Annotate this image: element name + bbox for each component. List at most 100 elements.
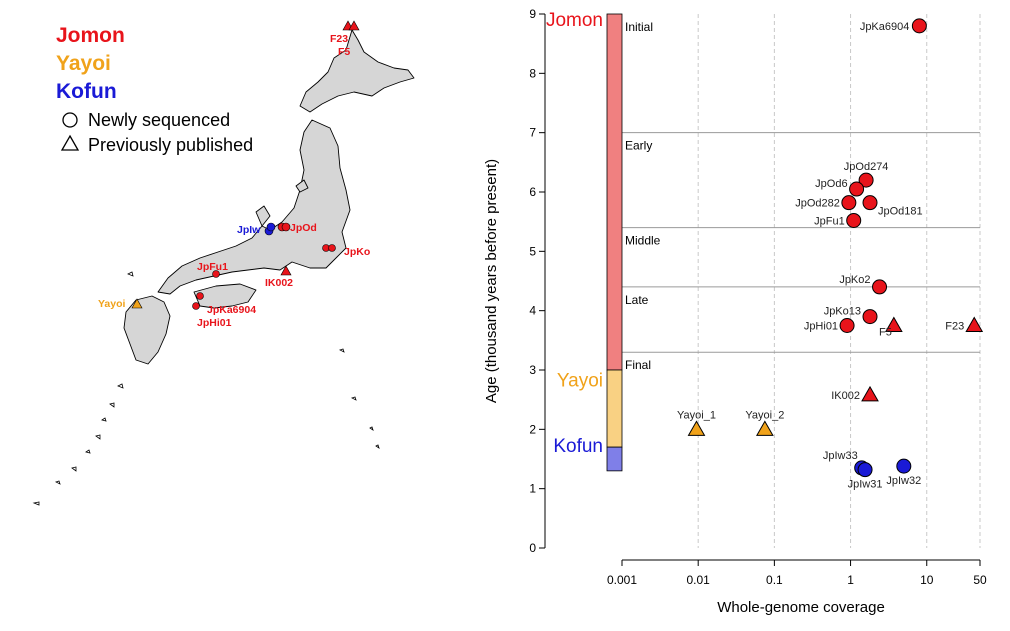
point-label-jpiw33: JpIw33 [823,450,858,462]
point-label-f23: F23 [945,321,964,333]
x-tick-label-0.001: 0.001 [607,573,637,587]
point-yayoi_2 [755,420,774,436]
point-jpka6904 [911,18,927,34]
island-12 [375,444,380,449]
chart-panel: Initial Early Middle Late Final Jomon Yayoi Ko… [483,7,987,616]
island-2 [117,383,124,389]
island-7 [71,466,77,472]
island-4 [101,417,107,422]
period-bar-jomon [606,13,623,371]
subperiod-label-initial: Initial [625,20,653,34]
legend-triangle-icon [60,134,80,151]
point-label-jpfu1: JpFu1 [814,215,845,227]
legend-previously-published: Previously published [88,135,253,155]
vertical-gridlines [697,14,981,548]
x-tick-label-10: 10 [920,573,934,587]
point-label-jpod6: JpOd6 [815,178,847,190]
y-tick-label-4: 4 [529,304,536,318]
x-axis-title: Whole-genome coverage [717,599,885,616]
island-8 [54,480,61,485]
y-axis: 0 1 2 3 4 5 6 7 8 9 [529,7,546,555]
point-label-jpka6904: JpKa6904 [860,21,910,33]
y-tick-label-5: 5 [529,244,536,258]
period-name-jomon: Jomon [546,10,603,31]
island-13 [338,348,345,353]
x-tick-label-0.1: 0.1 [766,573,783,587]
map-label-jpiw: JpIw [237,224,261,236]
map-label-f5: F5 [338,46,350,58]
legend-yayoi: Yayoi [56,52,111,75]
map-label-jpka6904: JpKa6904 [207,304,256,316]
island-11 [369,426,374,431]
japan-map [123,29,415,365]
period-bar-yayoi [606,369,623,448]
point-label-jpod274: JpOd274 [844,161,889,173]
point-jpko2 [872,279,888,295]
x-tick-label-0.01: 0.01 [687,573,711,587]
point-jpfu1 [846,212,862,228]
y-tick-label-1: 1 [529,482,536,496]
island-5 [95,434,101,440]
period-bar: Jomon Yayoi Kofun [546,10,623,472]
island-3 [109,402,115,408]
marker-jpka6904 [196,292,204,300]
map-label-jpko: JpKo [344,246,370,258]
y-tick-label-9: 9 [529,7,536,21]
legend-jomon: Jomon [56,24,125,47]
legend-kofun: Kofun [56,80,117,103]
hokkaido-island [299,29,415,113]
point-label-jpiw32: JpIw32 [886,475,921,487]
point-label-f5: F5 [879,327,892,339]
point-label-yayoi_2: Yayoi_2 [745,409,784,421]
point-ik002 [861,385,879,402]
map-label-ik002: IK002 [265,277,293,289]
y-tick-label-6: 6 [529,185,536,199]
legend-circle-icon [62,112,78,128]
point-label-jpod282: JpOd282 [795,198,840,210]
period-bar-kofun [606,446,623,472]
map-label-jphi01: JpHi01 [197,317,232,329]
subperiod-label-middle: Middle [625,234,661,248]
honshu-island [157,119,351,295]
marker-jpod-2 [281,222,291,232]
island-6 [85,449,91,454]
point-yayoi_1 [687,420,706,436]
point-jpiw31 [857,462,873,478]
point-label-jphi01: JpHi01 [804,321,838,333]
map-markers [131,20,360,310]
x-axis: 0.001 0.01 0.1 1 10 50 [607,559,987,587]
point-f5 [884,316,903,332]
subperiod-label-early: Early [625,139,652,153]
kyushu-island [123,295,171,365]
point-labels: JpKa6904 JpOd274 JpOd6 JpOd282 JpOd181 JpFu1 J… [677,21,964,491]
point-label-jpiw31: JpIw31 [848,479,883,491]
point-label-jpko13: JpKo13 [824,306,861,318]
map-label-jpod: JpOd [290,222,317,234]
marker-yayoi [131,298,143,309]
legend-newly-sequenced: Newly sequenced [88,110,230,130]
point-jpod282 [841,195,857,211]
y-axis-title: Age (thousand years before present) [483,159,500,403]
marker-jphi01 [192,302,200,310]
subperiod-lines: Initial Early Middle Late Final [622,20,980,372]
island-1 [127,271,134,277]
island-10 [350,396,357,401]
sado-island [295,179,309,193]
small-islands [32,271,380,506]
x-tick-label-1: 1 [847,573,854,587]
y-tick-label-7: 7 [529,126,536,140]
y-tick-label-0: 0 [529,541,536,555]
point-label-yayoi_1: Yayoi_1 [677,409,716,421]
subperiod-label-final: Final [625,358,651,372]
point-f23 [965,316,984,332]
marker-jpiw-2 [266,222,276,232]
period-name-yayoi: Yayoi [557,371,603,392]
point-jpod274 [858,172,874,188]
y-tick-label-8: 8 [529,66,536,80]
map-label-yayoi: Yayoi [98,298,126,310]
y-tick-label-3: 3 [529,363,536,377]
marker-f5 [348,20,360,31]
shikoku-island [193,283,257,309]
point-jpko13 [862,309,878,325]
map-label-jpfu1: JpFu1 [197,261,228,273]
